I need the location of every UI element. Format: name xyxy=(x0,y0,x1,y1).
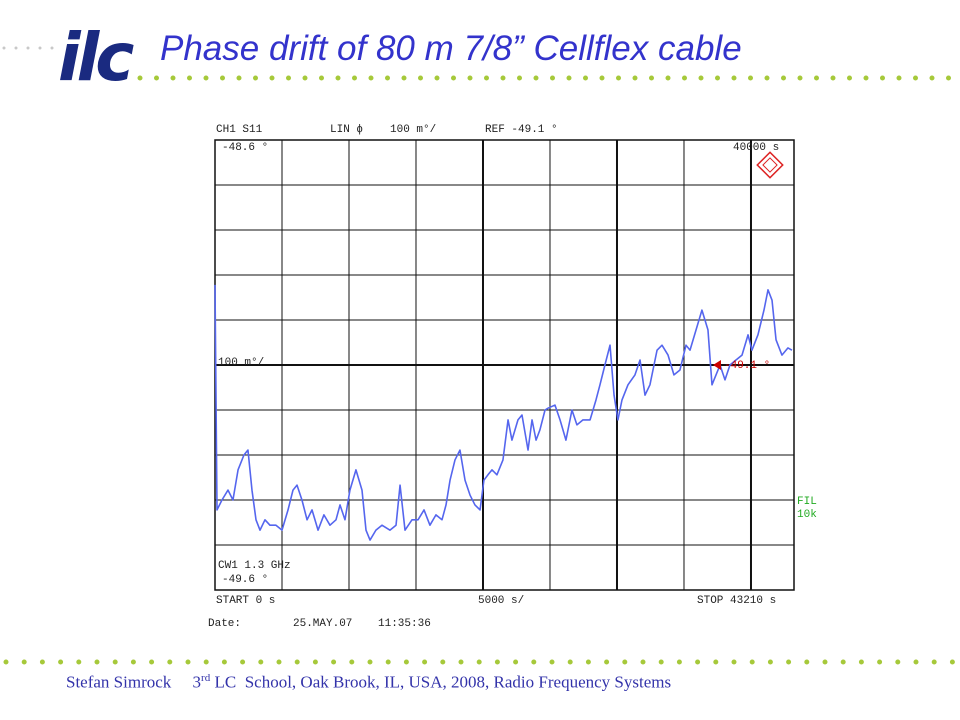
annotation: CH1 S11 xyxy=(216,124,263,136)
annotation: 100 m°/ xyxy=(218,357,264,369)
annotation: START 0 s xyxy=(216,595,275,607)
annotation: 11:35:36 xyxy=(378,618,431,630)
plot xyxy=(214,139,795,591)
screen xyxy=(200,112,850,635)
annotation: 40000 s xyxy=(733,142,779,154)
logo: ilc xyxy=(58,19,134,96)
annotation: 25.MAY.07 xyxy=(293,618,352,630)
brand-mark xyxy=(756,151,784,179)
annotation: CW1 1.3 GHz xyxy=(218,560,291,572)
footer-event: LC School, Oak Brook, IL, USA, 2008, xyxy=(210,672,490,692)
annotation: -48.6 ° xyxy=(222,142,268,154)
data-line xyxy=(214,284,793,541)
annotation: Date: xyxy=(208,618,241,630)
annotation: 5000 s/ xyxy=(478,595,524,607)
annotation: FIL xyxy=(797,496,817,508)
annotation: -49.6 ° xyxy=(222,574,268,586)
footer: Stefan Simrock 3rd LC School, Oak Brook,… xyxy=(66,672,671,693)
annotation: REF -49.1 ° xyxy=(485,124,558,136)
footer-ordinal: 3 xyxy=(192,672,202,692)
annotation: LIN ϕ xyxy=(330,124,363,136)
annotation: -49.1 ° xyxy=(724,360,770,372)
annotation: 100 m°/ xyxy=(390,124,436,136)
footer-author: Stefan Simrock xyxy=(66,672,172,692)
slide-title: Phase drift of 80 m 7/8” Cellflex cable xyxy=(160,29,742,68)
annotation: 10k xyxy=(797,509,817,521)
footer-ordinal-suffix: rd xyxy=(201,672,211,684)
annotation: STOP 43210 s xyxy=(697,595,776,607)
footer-topic: Radio Frequency Systems xyxy=(493,672,672,692)
ref-marker-arrow xyxy=(713,360,721,370)
